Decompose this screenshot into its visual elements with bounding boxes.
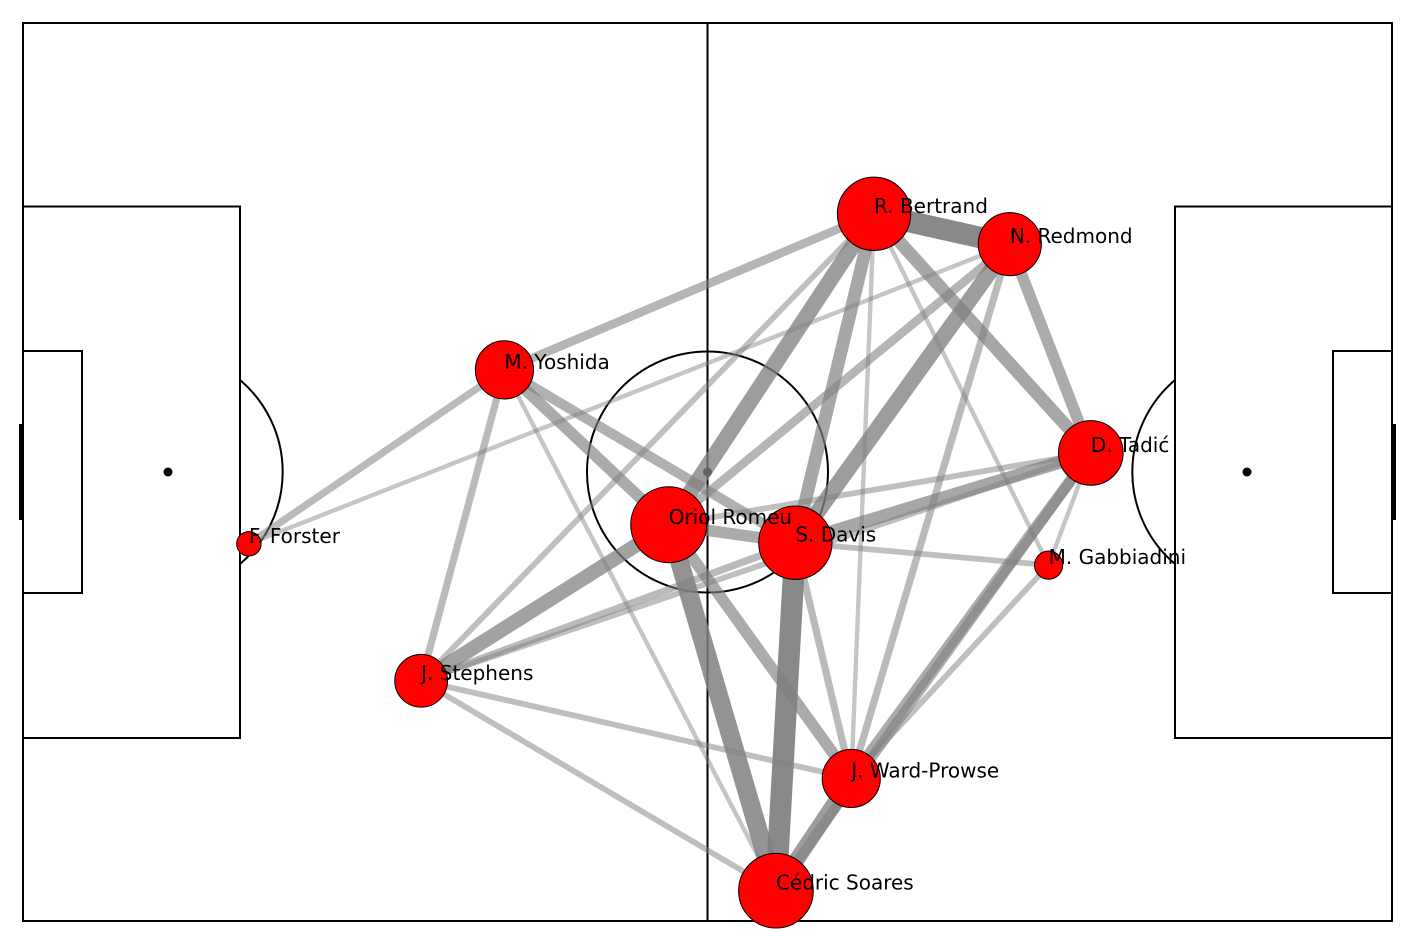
player-label-bertrand: R. Bertrand (874, 194, 988, 218)
left-six-yard-box (22, 350, 83, 594)
pass-edge-romeu-cedric (659, 522, 785, 894)
left-penalty-spot (163, 467, 173, 477)
pass-edge-stephens-cedric (419, 678, 778, 894)
pass-edge-yoshida-stephens (417, 368, 508, 682)
player-label-stephens: J. Stephens (419, 661, 533, 685)
pass-edge-redmond-romeu (665, 240, 1013, 529)
player-node-bertrand (836, 176, 912, 251)
pass-edge-romeu-tadic (668, 450, 1092, 528)
pass-edge-romeu-wardprowse (664, 521, 856, 782)
player-label-cedric: Cédric Soares (776, 871, 914, 895)
pass-edge-bertrand-stephens (419, 211, 877, 683)
right-six-yard-box (1332, 350, 1393, 594)
pass-edge-yoshida-forster (246, 366, 507, 547)
player-label-yoshida: M. Yoshida (504, 350, 609, 374)
player-label-tadic: D. Tadić (1091, 433, 1170, 457)
right-penalty-spot (1242, 467, 1252, 477)
player-label-redmond: N. Redmond (1010, 224, 1133, 248)
player-node-wardprowse (821, 748, 881, 809)
pass-edges (246, 203, 1097, 896)
right-penalty-area (1174, 205, 1393, 739)
player-node-romeu (630, 486, 708, 564)
pass-edge-davis-tadic (793, 446, 1093, 549)
right-penalty-arc (1131, 379, 1176, 565)
player-node-gabbiadini (1033, 550, 1064, 580)
player-label-forster: F. Forster (249, 524, 341, 548)
player-node-yoshida (474, 340, 535, 400)
left-penalty-area (22, 205, 241, 739)
player-node-tadic (1057, 420, 1124, 486)
pass-edge-redmond-tadic (1004, 242, 1097, 455)
player-node-redmond (977, 212, 1042, 277)
player-label-wardprowse: J. Ward-Prowse (849, 758, 999, 782)
player-label-romeu: Oriol Romeu (669, 505, 792, 529)
player-node-cedric (738, 852, 814, 929)
pass-edge-bertrand-yoshida (502, 209, 876, 374)
pass-edge-stephens-romeu (417, 518, 673, 687)
pass-edge-redmond-forster (248, 242, 1011, 546)
pass-edge-redmond-davis (788, 239, 1017, 548)
player-node-stephens (394, 653, 449, 708)
player-node-forster (236, 531, 262, 557)
player-labels: F. Forster M. Yoshida J. Stephens Oriol Rom… (249, 194, 1186, 895)
player-nodes (236, 176, 1124, 929)
pitch-markings (19, 22, 1396, 922)
player-label-gabbiadini: M. Gabbiadini (1049, 545, 1186, 569)
pass-edge-bertrand-wardprowse (849, 213, 877, 779)
centre-circle (586, 350, 829, 594)
pass-edge-gabbiadini-wardprowse (849, 563, 1051, 781)
player-label-davis: S. Davis (795, 523, 876, 547)
pass-edge-yoshida-cedric (502, 368, 778, 892)
pass-edge-davis-cedric (765, 542, 807, 892)
pass-edge-bertrand-gabbiadini (872, 212, 1051, 567)
pass-edge-davis-wardprowse (791, 541, 855, 780)
pass-edge-bertrand-davis (789, 212, 881, 545)
player-node-davis (758, 505, 833, 580)
pass-edge-bertrand-romeu (662, 209, 881, 530)
pass-edge-redmond-wardprowse (847, 243, 1014, 780)
